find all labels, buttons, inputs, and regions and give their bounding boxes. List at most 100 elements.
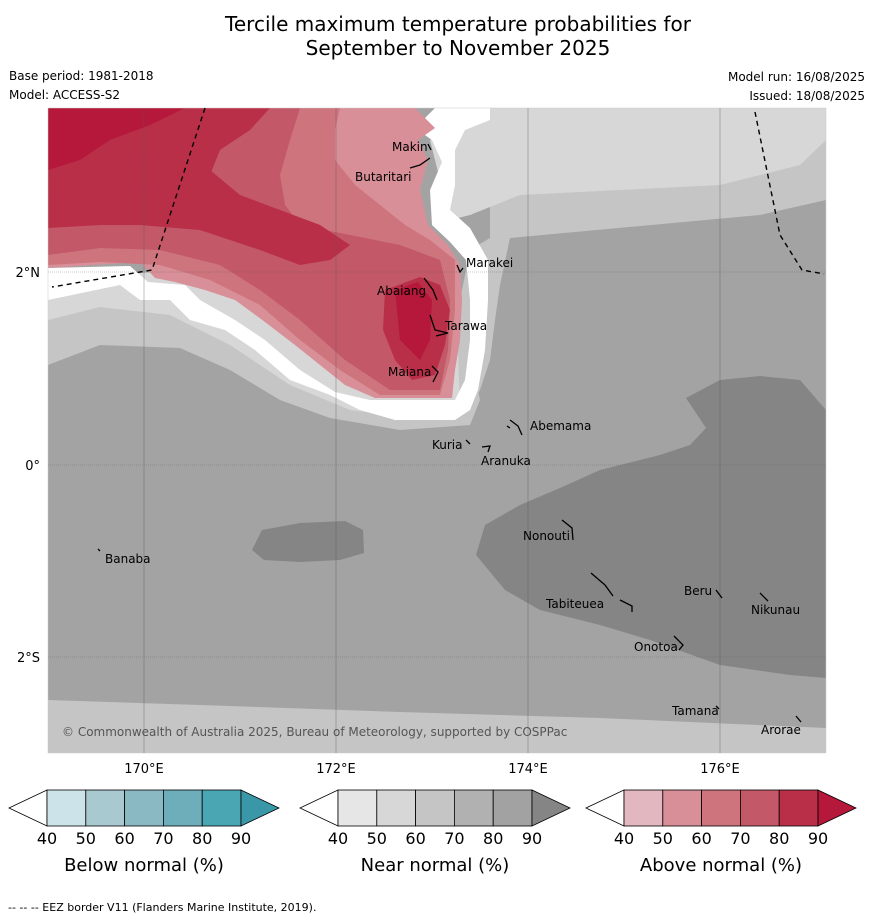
island-label-tamana: Tamana	[671, 704, 719, 718]
above-normal-legend-tick: 40	[614, 829, 634, 848]
below-normal-legend-tick: 80	[192, 829, 212, 848]
model-name: Model: ACCESS-S2	[9, 88, 121, 102]
graticule	[48, 108, 826, 753]
lon-label-170e: 170°E	[124, 762, 164, 777]
island-shape-maiana	[431, 365, 439, 383]
below-normal-legend-cell	[124, 789, 164, 827]
above-normal-legend-under-triangle	[585, 789, 625, 827]
above-normal-legend-tick: 50	[653, 829, 673, 848]
above-normal-legend-over-triangle	[817, 789, 857, 827]
eez-border-east	[754, 111, 825, 275]
near-normal-legend-tick: 40	[328, 829, 348, 848]
legend-near-normal: 40 50 60 70 80 90 Near normal (%)	[299, 789, 571, 876]
island-label-nikunau: Nikunau	[751, 603, 800, 617]
island-shape-abemama	[506, 419, 523, 436]
near-normal-legend-cell	[415, 789, 455, 827]
island-label-tabiteuea: Tabiteuea	[545, 597, 604, 611]
eez-border-west	[51, 107, 206, 288]
lat-label-2s: 2°S	[17, 651, 40, 666]
island-label-beru: Beru	[684, 584, 712, 598]
map-frame	[47, 107, 827, 754]
above-normal-legend-label: Above normal (%)	[640, 855, 802, 876]
above-normal-legend-tick: 70	[730, 829, 750, 848]
above-normal-legend-tick: 80	[769, 829, 789, 848]
island-label-tarawa: Tarawa	[444, 319, 487, 333]
near-normal-legend-cell	[453, 789, 494, 827]
lon-label-176e: 176°E	[700, 762, 740, 777]
island-shape-abaiang	[423, 277, 438, 301]
lon-label-172e: 172°E	[316, 762, 356, 777]
above-normal-legend-tick: 60	[691, 829, 711, 848]
island-label-makin: Makin	[392, 140, 428, 154]
model-run-date: Model run: 16/08/2025	[727, 70, 865, 84]
eez-source-note: -- -- -- EEZ border V11 (Flanders Marine…	[8, 901, 317, 914]
below-normal-legend-tick: 40	[37, 829, 57, 848]
island-label-marakei: Marakei	[466, 256, 513, 270]
axis-labels: 170°E 172°E 174°E 176°E 2°N 0° 2°S	[16, 266, 740, 777]
eez-border	[51, 107, 825, 288]
island-outlines	[97, 143, 802, 723]
below-normal-legend-cell	[201, 789, 242, 827]
island-shape-arorae	[795, 715, 802, 723]
island-shape-tabiteuea	[590, 572, 633, 612]
below-normal-legend-tick: 60	[114, 829, 134, 848]
map-title: Tercile maximum temperature probabilitie…	[0, 12, 873, 60]
lon-label-174e: 174°E	[508, 762, 548, 777]
near-normal-legend-tick: 70	[444, 829, 464, 848]
island-shape-beru	[715, 589, 723, 599]
near-normal-legend-cell	[337, 789, 378, 827]
near-normal-legend-tick: 90	[522, 829, 542, 848]
near-normal-legend-tick: 50	[367, 829, 387, 848]
below-normal-legend-tick: 90	[231, 829, 251, 848]
probability-shading	[48, 108, 826, 753]
near-normal-legend-label: Near normal (%)	[361, 855, 510, 876]
near-normal-legend-cell	[492, 789, 533, 827]
island-label-maiana: Maiana	[388, 365, 431, 379]
below-normal-legend-label: Below normal (%)	[64, 855, 224, 876]
island-label-kuria: Kuria	[432, 438, 463, 452]
island-shape-marakei	[456, 264, 464, 274]
above-normal-legend-cell	[778, 789, 819, 827]
island-label-banaba: Banaba	[105, 552, 151, 566]
island-labels: Makin Butaritari Marakei Abaiang Tarawa …	[105, 140, 801, 737]
near-normal-legend-tick: 60	[405, 829, 425, 848]
island-label-butaritari: Butaritari	[355, 170, 412, 184]
lat-label-equator: 0°	[25, 459, 40, 474]
island-shape-nonouti	[561, 519, 574, 541]
island-label-aranuka: Aranuka	[481, 454, 531, 468]
above-normal-legend-cell	[701, 789, 741, 827]
island-shape-tamana	[715, 705, 720, 710]
copyright-notice: © Commonwealth of Australia 2025, Bureau…	[62, 725, 567, 739]
below-normal-legend-over-triangle	[240, 789, 280, 827]
island-label-arorae: Arorae	[761, 723, 801, 737]
near-normal-legend-cell	[376, 789, 416, 827]
island-shape-onotoa	[673, 635, 684, 651]
near-normal-legend-under-triangle	[299, 789, 339, 827]
island-label-onotoa: Onotoa	[634, 640, 678, 654]
lat-label-2n: 2°N	[16, 266, 41, 281]
above-normal-legend-tick: 90	[808, 829, 828, 848]
legend-below-normal: 40 50 60 70 80 90 Below normal (%)	[8, 789, 280, 876]
island-shape-makin-butaritari	[409, 143, 432, 169]
island-label-nonouti: Nonouti	[523, 529, 570, 543]
issued-date: Issued: 18/08/2025	[749, 89, 865, 103]
island-shape-tarawa	[429, 314, 449, 337]
below-normal-legend-cell	[162, 789, 203, 827]
title-line-1: Tercile maximum temperature probabilitie…	[225, 12, 691, 36]
below-normal-legend-tick: 50	[76, 829, 96, 848]
below-normal-legend-cell	[46, 789, 87, 827]
above-normal-legend-cell	[740, 789, 780, 827]
above-normal-legend-cell	[623, 789, 664, 827]
above-normal-legend-cell	[662, 789, 702, 827]
below-normal-legend-tick: 70	[153, 829, 173, 848]
near-normal-legend-over-triangle	[531, 789, 571, 827]
title-line-2: September to November 2025	[305, 36, 611, 60]
base-period: Base period: 1981-2018	[9, 69, 154, 83]
below-normal-legend-cell	[85, 789, 126, 827]
island-shape-nikunau	[759, 592, 769, 602]
island-shape-banaba	[97, 548, 101, 552]
below-normal-legend-under-triangle	[8, 789, 48, 827]
island-label-abaiang: Abaiang	[377, 284, 426, 298]
island-label-abemama: Abemama	[530, 419, 591, 433]
